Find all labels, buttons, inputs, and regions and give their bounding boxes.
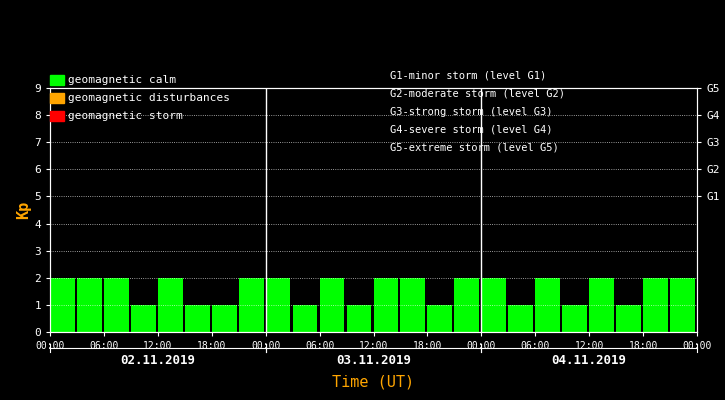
Text: 02.11.2019: 02.11.2019 [120, 354, 195, 366]
Bar [481, 278, 506, 332]
Text: geomagnetic disturbances: geomagnetic disturbances [68, 93, 230, 103]
Bar [400, 278, 426, 332]
Bar [158, 278, 183, 332]
Bar [320, 278, 344, 332]
Text: 04.11.2019: 04.11.2019 [552, 354, 626, 366]
Text: G2-moderate storm (level G2): G2-moderate storm (level G2) [389, 89, 565, 99]
Bar [212, 305, 236, 332]
Bar [455, 278, 479, 332]
Bar [77, 278, 102, 332]
Text: G4-severe storm (level G4): G4-severe storm (level G4) [389, 125, 552, 135]
Bar [239, 278, 263, 332]
Bar [104, 278, 129, 332]
Text: G5-extreme storm (level G5): G5-extreme storm (level G5) [389, 143, 558, 153]
Bar [616, 305, 641, 332]
Bar [373, 278, 398, 332]
Bar [589, 278, 614, 332]
Y-axis label: Kp: Kp [17, 201, 31, 219]
Text: geomagnetic calm: geomagnetic calm [68, 75, 176, 85]
Text: 03.11.2019: 03.11.2019 [336, 354, 411, 366]
Bar [643, 278, 668, 332]
Text: G3-strong storm (level G3): G3-strong storm (level G3) [389, 107, 552, 117]
Bar [185, 305, 210, 332]
Text: G1-minor storm (level G1): G1-minor storm (level G1) [389, 71, 546, 81]
Bar [562, 305, 587, 332]
Bar [347, 305, 371, 332]
Text: Time (UT): Time (UT) [333, 374, 415, 390]
Text: geomagnetic storm: geomagnetic storm [68, 111, 183, 121]
Bar [670, 278, 695, 332]
Bar [265, 278, 291, 332]
Bar [535, 278, 560, 332]
Bar [131, 305, 156, 332]
Bar [293, 305, 318, 332]
Bar [428, 305, 452, 332]
Bar [508, 305, 533, 332]
Bar [50, 278, 75, 332]
